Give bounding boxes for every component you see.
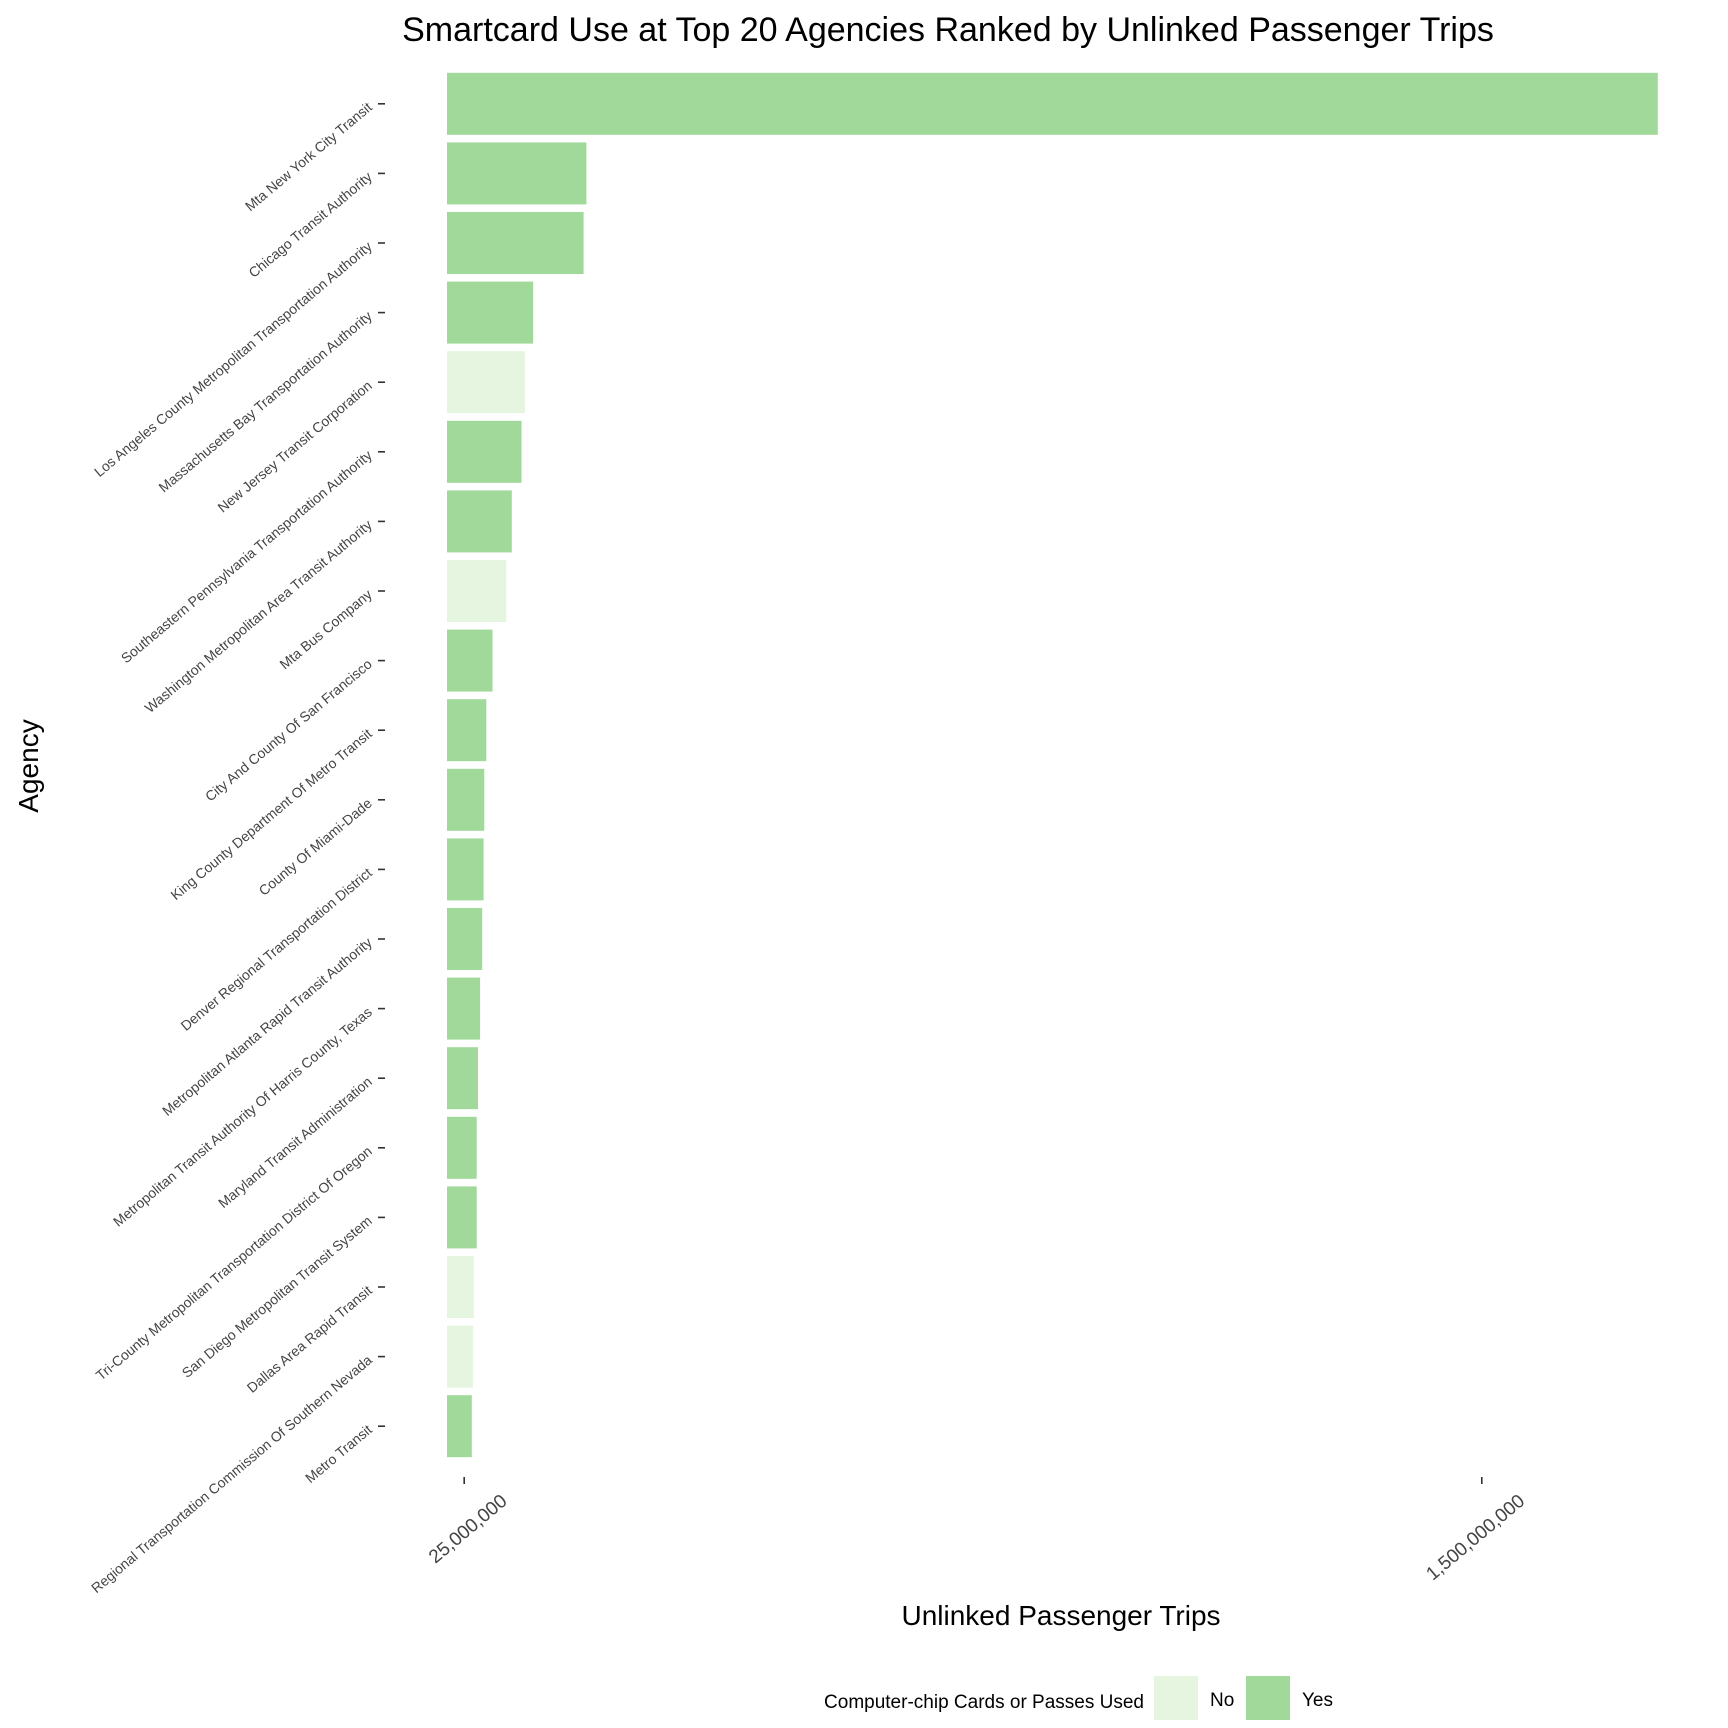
bar-17 (447, 1186, 477, 1249)
bar-3 (447, 212, 584, 274)
y-tick-label: Metro Transit (302, 1421, 375, 1486)
bar-15 (447, 1047, 478, 1110)
legend-title: Computer-chip Cards or Passes Used (824, 1692, 1144, 1713)
bar-8 (447, 560, 507, 622)
legend-label-no: No (1210, 1690, 1234, 1711)
bar-6 (447, 420, 522, 483)
bar-18 (447, 1256, 474, 1318)
bar-10 (447, 699, 487, 762)
bar-2 (447, 142, 587, 205)
bar-19 (447, 1325, 474, 1388)
y-tick-label: Maryland Transit Administration (215, 1073, 375, 1211)
y-tick-label: Los Angeles County Metropolitan Transpor… (91, 238, 375, 480)
x-axis: 25,000,000 1,500,000,000 (425, 1477, 1529, 1585)
y-axis-title: Agency (13, 719, 44, 812)
bars-layer (447, 72, 1658, 1458)
bar-12 (447, 838, 484, 901)
y-tick-label: New Jersey Transit Corporation (214, 377, 374, 515)
legend-label-yes: Yes (1302, 1690, 1333, 1711)
bar-14 (447, 977, 481, 1040)
legend-key-yes (1246, 1676, 1290, 1720)
legend: Computer-chip Cards or Passes Used No Yes (824, 1676, 1333, 1720)
chart-title: Smartcard Use at Top 20 Agencies Ranked … (402, 11, 1494, 49)
bar-16 (447, 1116, 477, 1179)
bar-4 (447, 281, 534, 344)
bar-5 (447, 351, 525, 414)
legend-items: No Yes (1154, 1676, 1333, 1720)
bar-1 (447, 72, 1658, 135)
y-tick-label: Regional Transportation Commission Of So… (88, 1352, 375, 1596)
x-tick-label: 1,500,000,000 (1422, 1491, 1529, 1585)
bar-20 (447, 1395, 472, 1458)
bar-13 (447, 908, 483, 970)
legend-key-no (1154, 1676, 1198, 1720)
x-tick-label: 25,000,000 (425, 1491, 511, 1568)
x-axis-title: Unlinked Passenger Trips (901, 1600, 1220, 1631)
y-tick-label: Tri-County Metropolitan Transportation D… (93, 1143, 375, 1383)
bar-11 (447, 768, 485, 831)
bar-9 (447, 629, 493, 692)
bar-7 (447, 490, 512, 553)
y-tick-label: City And County Of San Francisco (202, 656, 375, 805)
